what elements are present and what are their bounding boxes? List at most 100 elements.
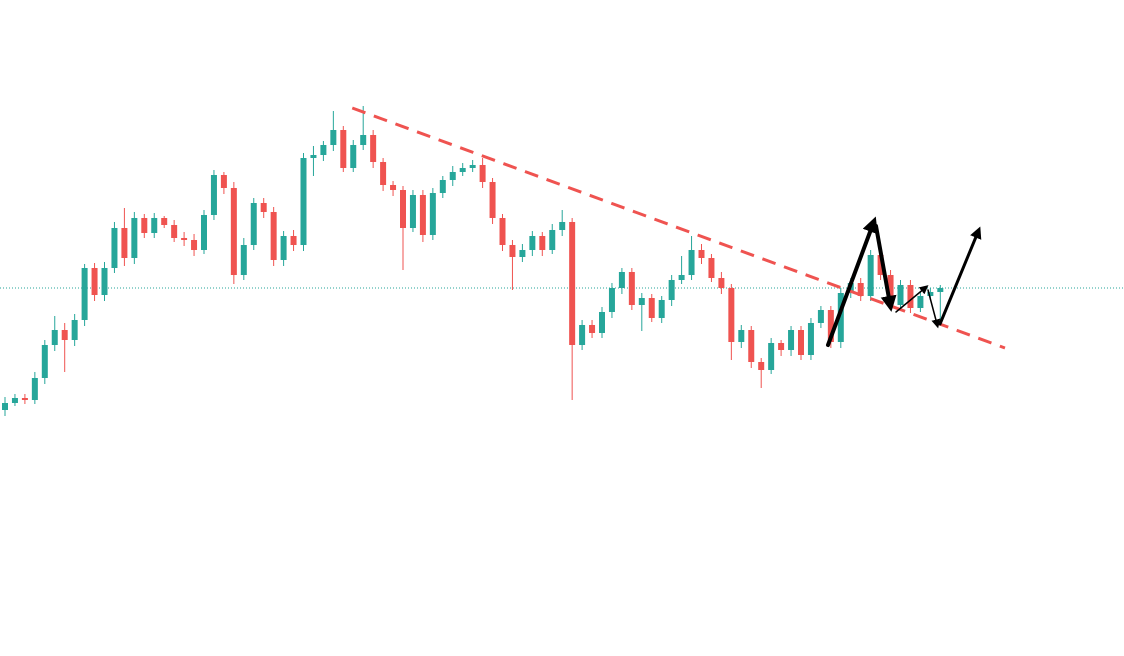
candle-body: [429, 193, 436, 235]
candle-body: [738, 330, 745, 342]
candle-body: [668, 280, 675, 300]
candle-body: [549, 230, 556, 250]
trendline: [351, 106, 1006, 350]
candle-body: [708, 258, 715, 278]
candle-body: [310, 155, 317, 158]
candle-body: [400, 190, 406, 228]
candle-body: [350, 145, 357, 168]
candle-body: [678, 275, 685, 280]
candle-body: [927, 292, 934, 296]
candle-body: [141, 218, 148, 233]
candle-body: [11, 398, 18, 403]
candle-body: [31, 378, 38, 400]
candle-body: [837, 293, 844, 342]
candle-body: [101, 268, 108, 295]
candle-body: [191, 240, 198, 250]
candle-body: [280, 236, 287, 260]
candle-body: [857, 283, 864, 296]
candle-body: [758, 362, 765, 370]
candle-body: [210, 175, 217, 215]
candle-body: [569, 222, 576, 345]
candle-body: [748, 330, 755, 362]
candle-body: [290, 236, 297, 245]
candle-body: [250, 203, 257, 245]
candle-body: [479, 165, 486, 182]
candle-body: [807, 323, 814, 355]
candle-body: [41, 345, 48, 378]
candle-body: [718, 278, 725, 288]
candle-body: [300, 158, 307, 245]
arrow-down-small: [927, 289, 941, 329]
candle-body: [768, 343, 775, 370]
candle-body: [658, 300, 665, 318]
candle-body: [499, 218, 506, 245]
candle-body: [937, 288, 944, 292]
candle-body: [887, 275, 894, 305]
candle-body: [688, 250, 695, 275]
candle-body: [61, 330, 68, 340]
candle-body: [728, 288, 735, 342]
candle-body: [827, 310, 834, 342]
candle-body: [21, 398, 28, 400]
candle-body: [340, 130, 347, 168]
candle-body: [509, 245, 516, 257]
candle-body: [798, 330, 804, 355]
candle-body: [220, 175, 227, 188]
candles: [2, 106, 1006, 416]
candle-body: [917, 296, 924, 308]
candle-body: [71, 320, 78, 340]
candle-body: [778, 343, 785, 350]
candle-body: [867, 255, 874, 296]
candle-body: [469, 165, 476, 168]
candle-body: [449, 172, 456, 180]
candle-body: [529, 236, 536, 250]
candle-body: [817, 310, 824, 323]
candle-body: [439, 180, 446, 193]
candle-body: [539, 236, 546, 250]
candle-body: [151, 218, 158, 233]
candle-body: [390, 185, 397, 190]
candle-body: [171, 225, 178, 238]
candle-body: [788, 330, 795, 350]
arrow-down: [874, 224, 897, 312]
arrow-up: [826, 216, 878, 347]
candle-body: [559, 222, 566, 230]
candle-body: [459, 168, 466, 172]
candle-body: [380, 162, 387, 185]
arrow-up: [938, 226, 982, 326]
candle-body: [161, 218, 168, 225]
candle-body: [131, 218, 138, 258]
candle-body: [230, 188, 237, 275]
candle-body: [589, 325, 596, 333]
candle-body: [419, 195, 426, 235]
candle-body: [260, 203, 267, 212]
drawings: [826, 216, 982, 347]
candle-body: [877, 255, 884, 275]
arrow-up-small: [895, 285, 929, 313]
candle-body: [330, 130, 337, 145]
candle-body: [121, 228, 128, 258]
candle-body: [320, 145, 327, 155]
candle-body: [370, 135, 377, 162]
candle-body: [648, 298, 655, 318]
candle-body: [111, 228, 118, 268]
candle-body: [81, 268, 88, 320]
candle-body: [897, 285, 904, 305]
candle-body: [608, 288, 615, 312]
candle-body: [618, 272, 625, 288]
candle-body: [360, 135, 367, 145]
candle-body: [907, 285, 914, 308]
candle-body: [519, 250, 526, 257]
candle-body: [579, 325, 586, 345]
candle-body: [240, 245, 247, 275]
candle-body: [51, 330, 58, 345]
candle-body: [698, 250, 705, 258]
candle-body: [201, 215, 207, 250]
candle-body: [599, 312, 605, 333]
candle-body: [270, 212, 277, 260]
candle-body: [91, 268, 98, 295]
candle-body: [2, 403, 8, 410]
candle-body: [489, 182, 496, 218]
